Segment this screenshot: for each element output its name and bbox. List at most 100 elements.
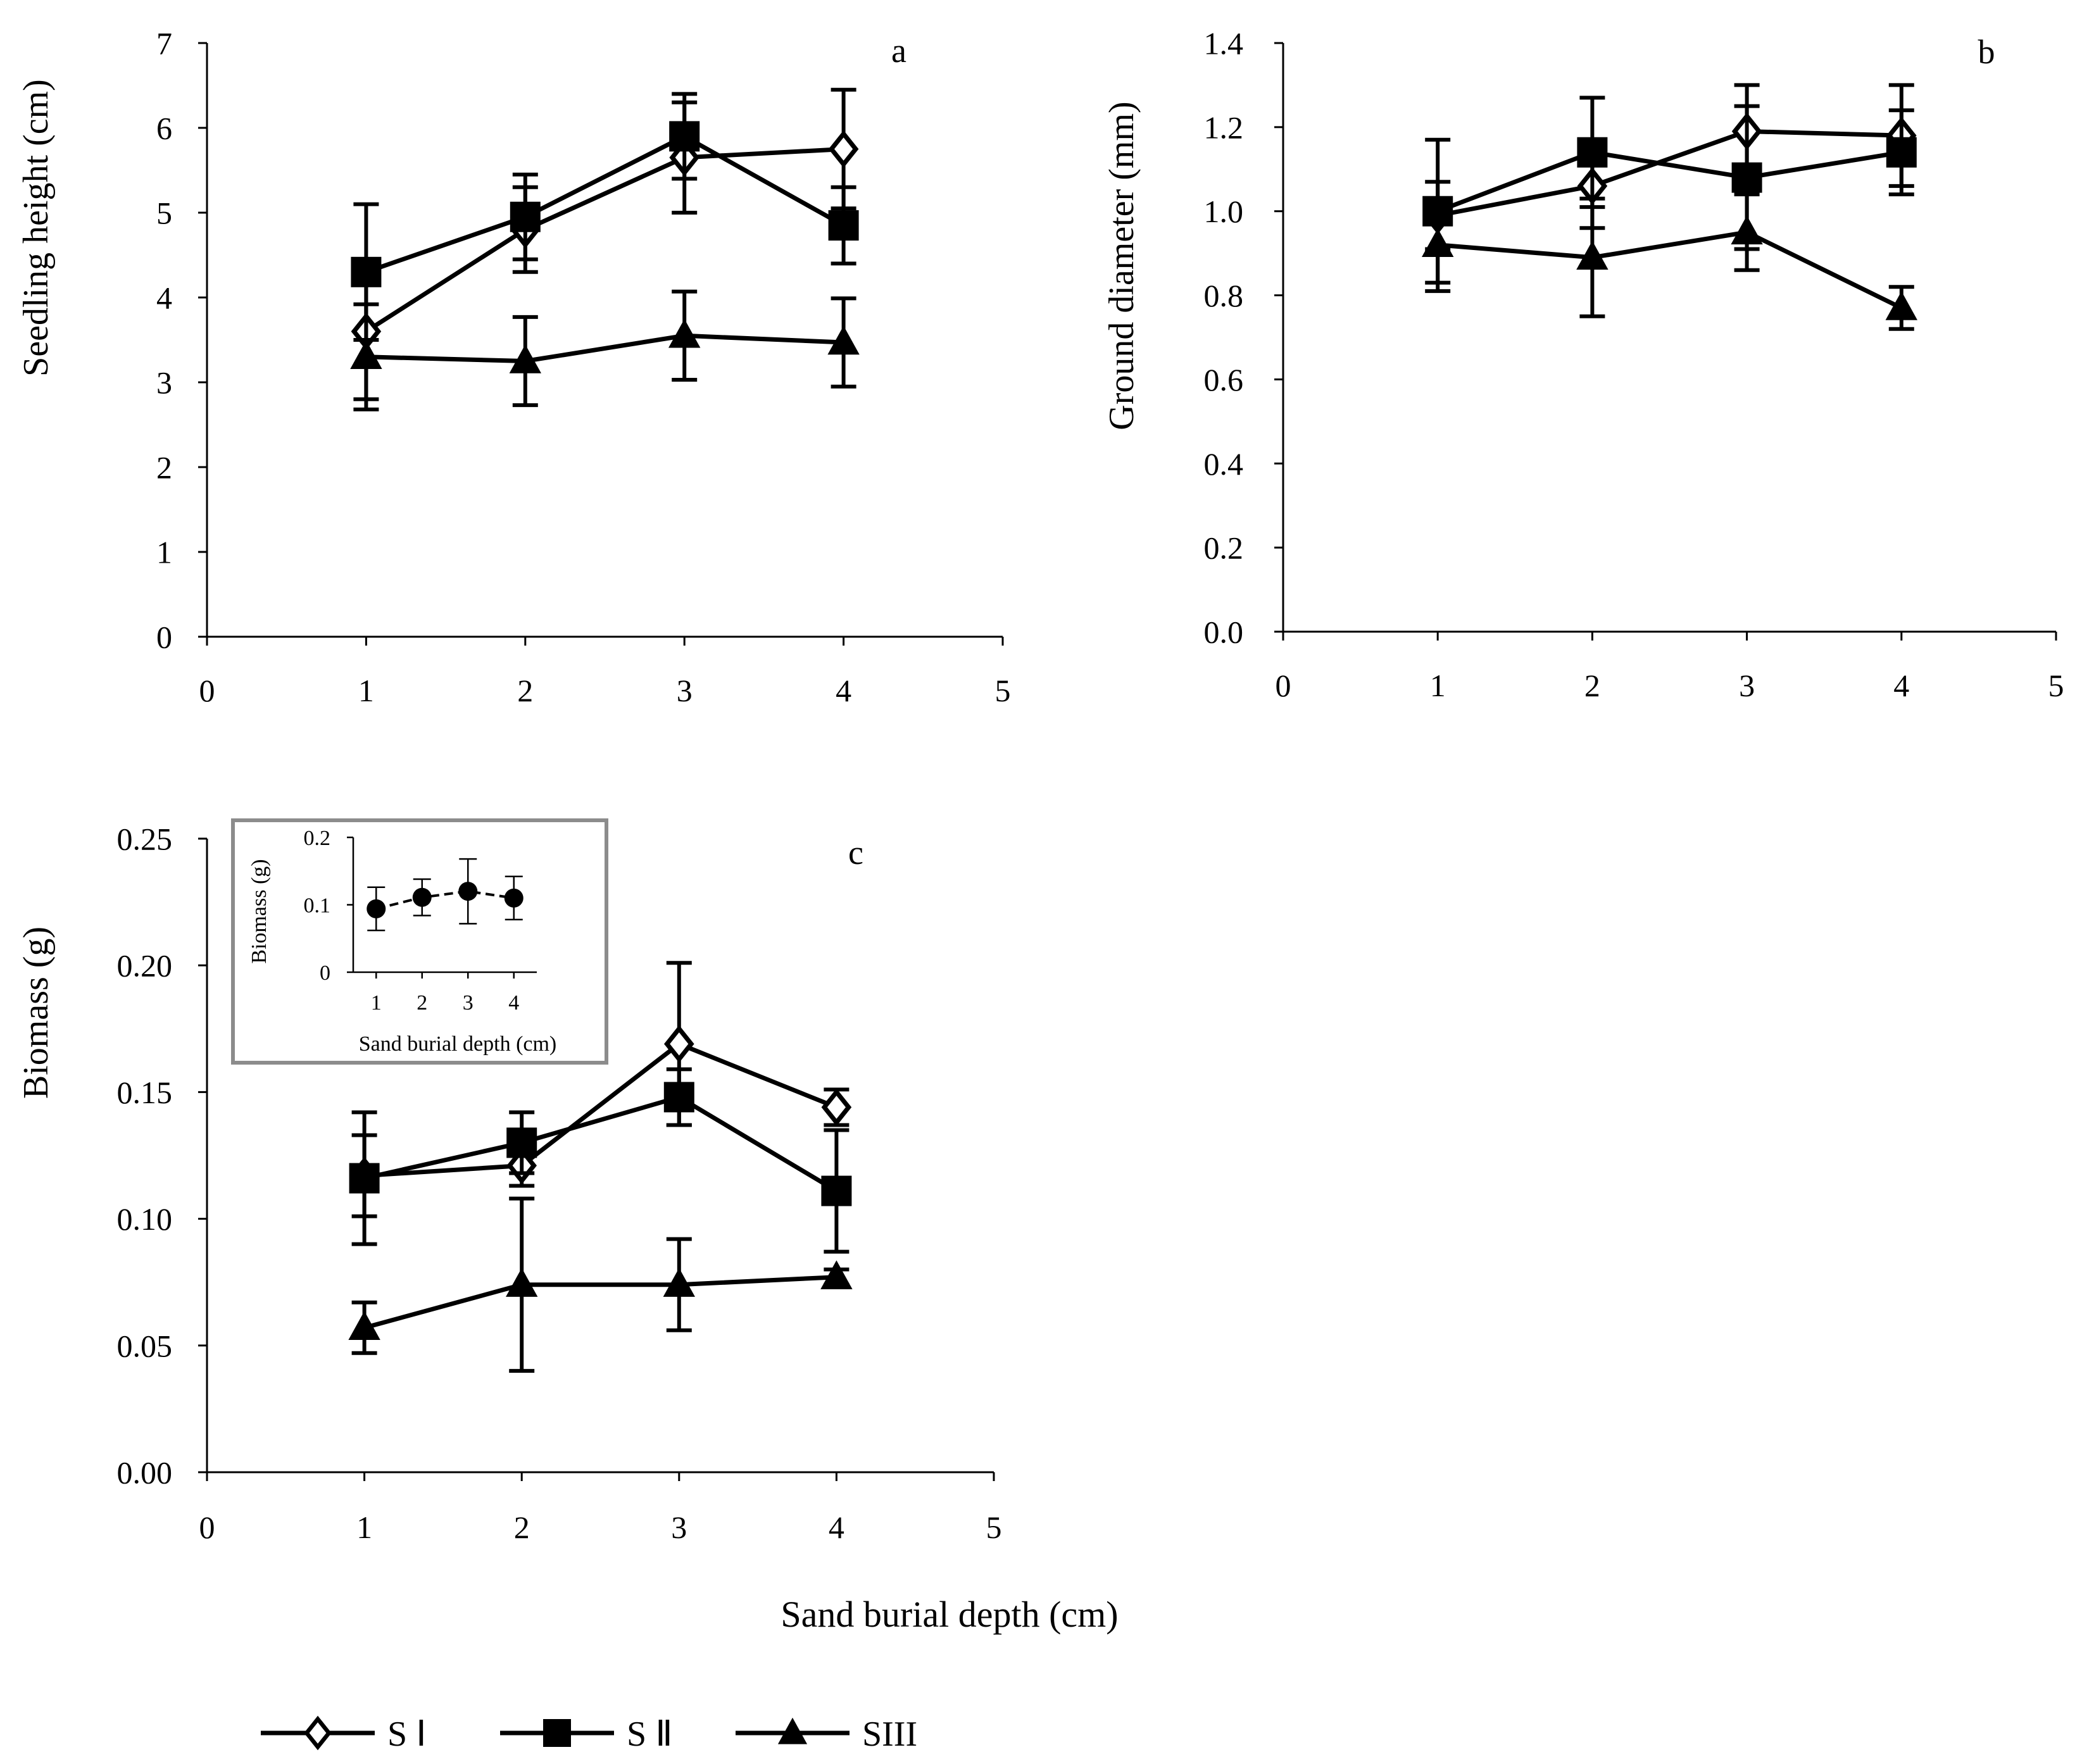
data-point <box>663 1268 695 1297</box>
y-tick-label: 2 <box>156 450 172 485</box>
series-SIII <box>348 1196 853 1373</box>
data-point <box>1886 137 1917 168</box>
panel-c-inset: 1 2 3 4 0 0.1 0.2 Biomass (g) Sand burial depth … <box>231 818 608 1065</box>
series-line <box>1437 128 1902 218</box>
y-tick-label: 0.15 <box>117 1075 173 1110</box>
y-tick-label: 7 <box>156 26 172 61</box>
x-tick-label: 5 <box>995 673 1011 708</box>
y-tick-label: 0.25 <box>117 822 173 857</box>
legend-marker <box>777 1717 808 1744</box>
data-point <box>669 121 700 152</box>
series-line <box>363 1275 837 1330</box>
y-tick-label: 0.8 <box>1204 278 1244 313</box>
x-tick-label: 3 <box>463 991 473 1015</box>
legend: S Ⅰ S Ⅱ SIII <box>261 1715 917 1754</box>
data-point <box>350 340 382 369</box>
legend-item: S Ⅰ <box>261 1715 427 1754</box>
shared-x-axis-label: Sand burial depth (cm) <box>781 1594 1118 1635</box>
data-point <box>820 1260 853 1289</box>
y-axis-label: Biomass (g) <box>16 927 56 1099</box>
x-tick-label: 0 <box>199 673 215 708</box>
y-tick-label: 0 <box>156 620 172 655</box>
series-S-Ⅰ <box>351 87 859 401</box>
x-tick-label: 0 <box>199 1510 215 1545</box>
x-tick-label: 1 <box>1430 668 1446 703</box>
x-tick-label: 4 <box>508 991 519 1015</box>
y-tick-label: 5 <box>156 196 172 231</box>
y-tick-label: 6 <box>156 111 172 146</box>
data-point <box>510 201 541 232</box>
x-tick-label: 2 <box>1584 668 1600 703</box>
legend-label: S Ⅱ <box>627 1715 673 1754</box>
series-line <box>365 134 845 275</box>
series-S-Ⅱ <box>351 92 859 342</box>
x-tick-label: 2 <box>417 991 427 1015</box>
series-line <box>364 1041 837 1179</box>
x-tick-label: 4 <box>836 673 851 708</box>
y-tick-label: 0.20 <box>117 948 173 984</box>
data-point <box>367 899 386 918</box>
panel-a: 0 1 2 3 4 5 0 1 2 3 4 5 6 7 Seedling height (cm) a <box>16 26 1011 709</box>
series-line <box>366 333 844 364</box>
y-tick-label: 0.2 <box>304 827 331 850</box>
y-tick-label: 3 <box>156 365 172 401</box>
data-point <box>827 325 860 355</box>
data-point <box>412 887 432 907</box>
y-tick-label: 0 <box>320 961 330 985</box>
x-tick-label: 3 <box>1739 668 1755 703</box>
series-Mean <box>367 858 524 932</box>
series-SIII <box>350 289 860 411</box>
legend-item: S Ⅱ <box>500 1715 673 1754</box>
data-point <box>1731 215 1763 245</box>
x-tick-label: 4 <box>829 1510 844 1545</box>
legend-marker <box>304 1715 332 1751</box>
x-tick-label: 1 <box>371 991 382 1015</box>
data-point <box>504 888 524 908</box>
data-point <box>506 1127 537 1158</box>
y-tick-label: 0.6 <box>1204 362 1244 397</box>
series-SIII <box>1422 192 1917 331</box>
data-point <box>1577 137 1608 168</box>
y-axis-label: Ground diameter (mm) <box>1102 101 1141 430</box>
y-tick-label: 0.0 <box>1204 615 1244 650</box>
y-axis-label: Seedling height (cm) <box>16 79 56 377</box>
panel-label: c <box>848 834 863 872</box>
y-tick-label: 0.2 <box>1204 530 1244 566</box>
data-point <box>351 256 382 287</box>
panel-b: 0 1 2 3 4 5 0.0 0.2 0.4 0.6 0.8 1.0 1.2 1.4 Ground dia… <box>1102 26 2064 704</box>
x-tick-label: 5 <box>2048 668 2064 703</box>
series-S-Ⅱ <box>349 1067 852 1254</box>
x-tick-label: 4 <box>1893 668 1909 703</box>
legend-label: SIII <box>862 1715 917 1754</box>
series-line <box>1436 150 1902 213</box>
x-tick-label: 3 <box>677 673 693 708</box>
y-tick-label: 0.4 <box>1204 446 1244 482</box>
data-point <box>821 1088 852 1127</box>
y-tick-label: 0.05 <box>117 1328 173 1363</box>
data-point <box>663 1082 694 1113</box>
panel-label: a <box>891 32 906 70</box>
legend-label: S Ⅰ <box>387 1715 427 1754</box>
data-point <box>668 318 701 348</box>
x-tick-label: 2 <box>514 1510 530 1545</box>
y-tick-label: 0.1 <box>304 894 331 917</box>
data-point <box>828 210 859 241</box>
series-S-Ⅱ <box>1422 96 1917 285</box>
x-tick-label: 3 <box>671 1510 687 1545</box>
x-tick-label: 5 <box>986 1510 1002 1545</box>
x-axis-label: Sand burial depth (cm) <box>359 1032 557 1056</box>
legend-marker <box>543 1719 571 1747</box>
data-point <box>509 344 541 373</box>
legend-item: SIII <box>736 1715 917 1754</box>
x-tick-label: 1 <box>358 673 374 708</box>
data-point <box>349 1163 380 1194</box>
series-line <box>375 890 515 910</box>
x-tick-label: 2 <box>517 673 533 708</box>
x-tick-label: 1 <box>356 1510 372 1545</box>
series-line <box>363 1094 838 1193</box>
y-tick-label: 1.2 <box>1204 109 1244 145</box>
y-tick-label: 0.10 <box>117 1201 173 1237</box>
